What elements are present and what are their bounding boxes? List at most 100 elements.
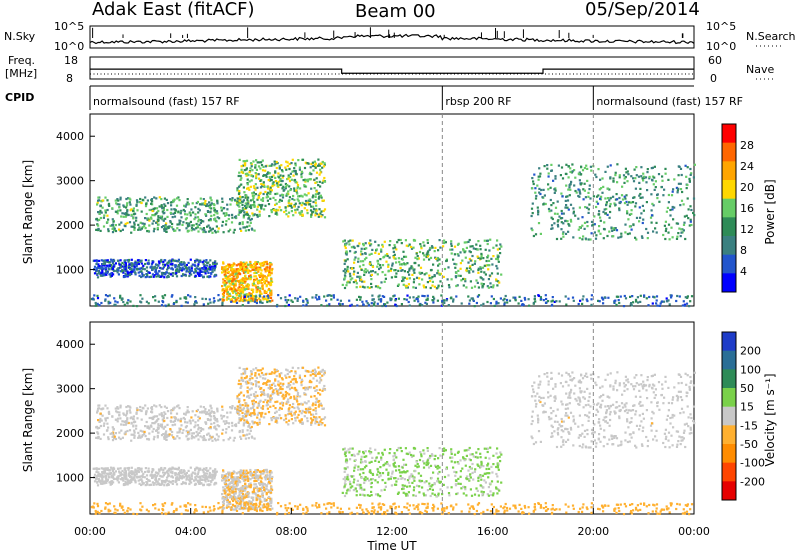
echo-cell [315,204,318,207]
echo-cell [482,302,485,305]
echo-cell [579,192,582,195]
echo-cell [401,263,404,266]
echo-cell [243,267,246,270]
echo-cell [188,270,191,273]
echo-cell [288,196,291,199]
echo-cell [199,260,202,263]
echo-cell [211,435,214,438]
echo-cell [236,292,240,295]
echo-cell [547,300,550,303]
echo-cell [287,398,290,401]
echo-cell [542,203,545,206]
echo-cell [317,400,320,403]
echo-cell [549,198,552,202]
echo-cell [261,377,265,380]
echo-cell [126,417,129,420]
echo-cell [437,264,440,267]
echo-cell [222,420,225,423]
echo-cell [244,277,247,280]
echo-cell [370,273,373,276]
echo-cell [151,408,154,411]
echo-cell [589,238,592,241]
echo-cell [127,482,130,485]
echo-cell [278,374,281,377]
echo-cell [369,244,372,247]
echo-cell [98,473,101,476]
echo-cell [249,407,253,410]
echo-cell [256,213,259,217]
echo-cell [486,285,489,288]
echo-cell [407,244,410,248]
echo-cell [136,209,139,212]
echo-cell [492,246,495,249]
echo-cell [110,274,113,277]
echo-cell [412,281,415,284]
echo-cell [118,411,121,414]
echo-cell [169,201,173,204]
echo-cell [236,189,239,192]
echo-cell [93,259,96,262]
echo-cell [241,291,245,294]
echo-cell [137,261,140,264]
echo-cell [594,173,597,176]
echo-cell [567,176,570,179]
echo-cell [259,268,262,271]
echo-cell [152,219,155,223]
echo-cell [370,243,373,246]
echo-cell [112,273,115,276]
echo-cell [597,194,600,197]
echo-cell [481,266,485,269]
echo-cell [124,430,127,433]
echo-cell [612,235,615,238]
echo-cell [188,224,191,227]
echo-cell [251,169,254,172]
echo-cell [379,266,382,269]
echo-cell [267,379,270,382]
echo-cell [269,296,273,299]
echo-cell [113,263,116,267]
echo-cell [91,297,95,300]
echo-cell [238,294,241,298]
echo-cell [128,273,131,277]
echo-cell [197,419,200,422]
echo-cell [202,220,205,223]
echo-cell [207,230,211,233]
echo-cell [433,297,436,300]
echo-cell [398,260,401,264]
echo-cell [237,287,240,290]
echo-cell [210,272,213,275]
echo-cell [190,273,193,276]
echo-cell [208,201,211,204]
echo-cell [180,216,183,219]
echo-cell [106,429,109,432]
echo-cell [439,246,442,249]
echo-cell [182,416,185,420]
echo-cell [136,259,140,262]
echo-cell [484,273,487,276]
echo-cell [275,166,278,170]
echo-cell [319,420,322,423]
echo-cell [477,256,480,259]
echo-cell [249,412,252,415]
echo-cell [430,277,433,280]
echo-cell [342,240,345,243]
echo-cell [555,237,559,241]
echo-cell [154,270,157,273]
echo-cell [136,200,139,203]
echo-cell [171,470,174,473]
echo-cell [223,281,226,284]
echo-cell [304,407,308,411]
echo-cell [300,402,303,405]
echo-cell [104,294,108,297]
echo-cell [209,483,212,486]
echo-cell [689,220,692,223]
echo-cell [252,160,255,163]
echo-cell [495,244,498,247]
echo-cell [146,483,149,486]
echo-cell [315,417,318,420]
echo-cell [120,215,123,218]
echo-cell [237,204,240,207]
echo-cell [246,433,249,436]
echo-cell [166,227,169,230]
echo-cell [283,210,286,214]
